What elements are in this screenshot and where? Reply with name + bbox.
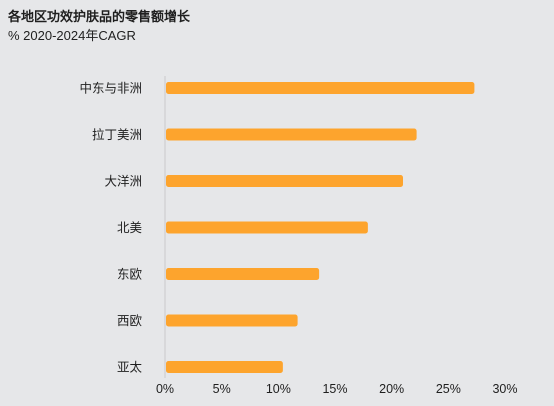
bar-6 xyxy=(166,361,283,373)
category-label-6: 亚太 xyxy=(117,360,143,375)
x-tick-label-4: 20% xyxy=(379,382,404,396)
bar-0 xyxy=(166,82,475,94)
x-tick-label-6: 30% xyxy=(492,382,517,396)
x-tick-label-5: 25% xyxy=(436,382,461,396)
category-label-5: 西欧 xyxy=(117,314,143,328)
chart-title: 各地区功效护肤品的零售额增长 xyxy=(8,9,191,24)
bar-3 xyxy=(166,221,368,234)
bars-group xyxy=(166,82,475,373)
category-label-3: 北美 xyxy=(117,221,142,235)
x-tick-label-0: 0% xyxy=(156,382,174,396)
category-label-0: 中东与非洲 xyxy=(79,81,142,96)
x-tick-label-3: 15% xyxy=(322,382,347,396)
chart-subtitle: % 2020-2024年CAGR xyxy=(8,28,136,43)
bar-1 xyxy=(166,128,417,141)
bar-2 xyxy=(166,175,403,187)
x-tick-labels: 0% 5% 10% 15% 20% 25% 30% xyxy=(156,382,518,396)
category-label-1: 拉丁美洲 xyxy=(92,127,142,142)
x-tick-label-1: 5% xyxy=(213,382,231,396)
category-label-2: 大洋洲 xyxy=(104,174,142,189)
bar-4 xyxy=(166,268,320,280)
x-tick-label-2: 10% xyxy=(266,382,291,396)
category-label-4: 东欧 xyxy=(117,268,143,282)
bar-5 xyxy=(166,314,298,327)
